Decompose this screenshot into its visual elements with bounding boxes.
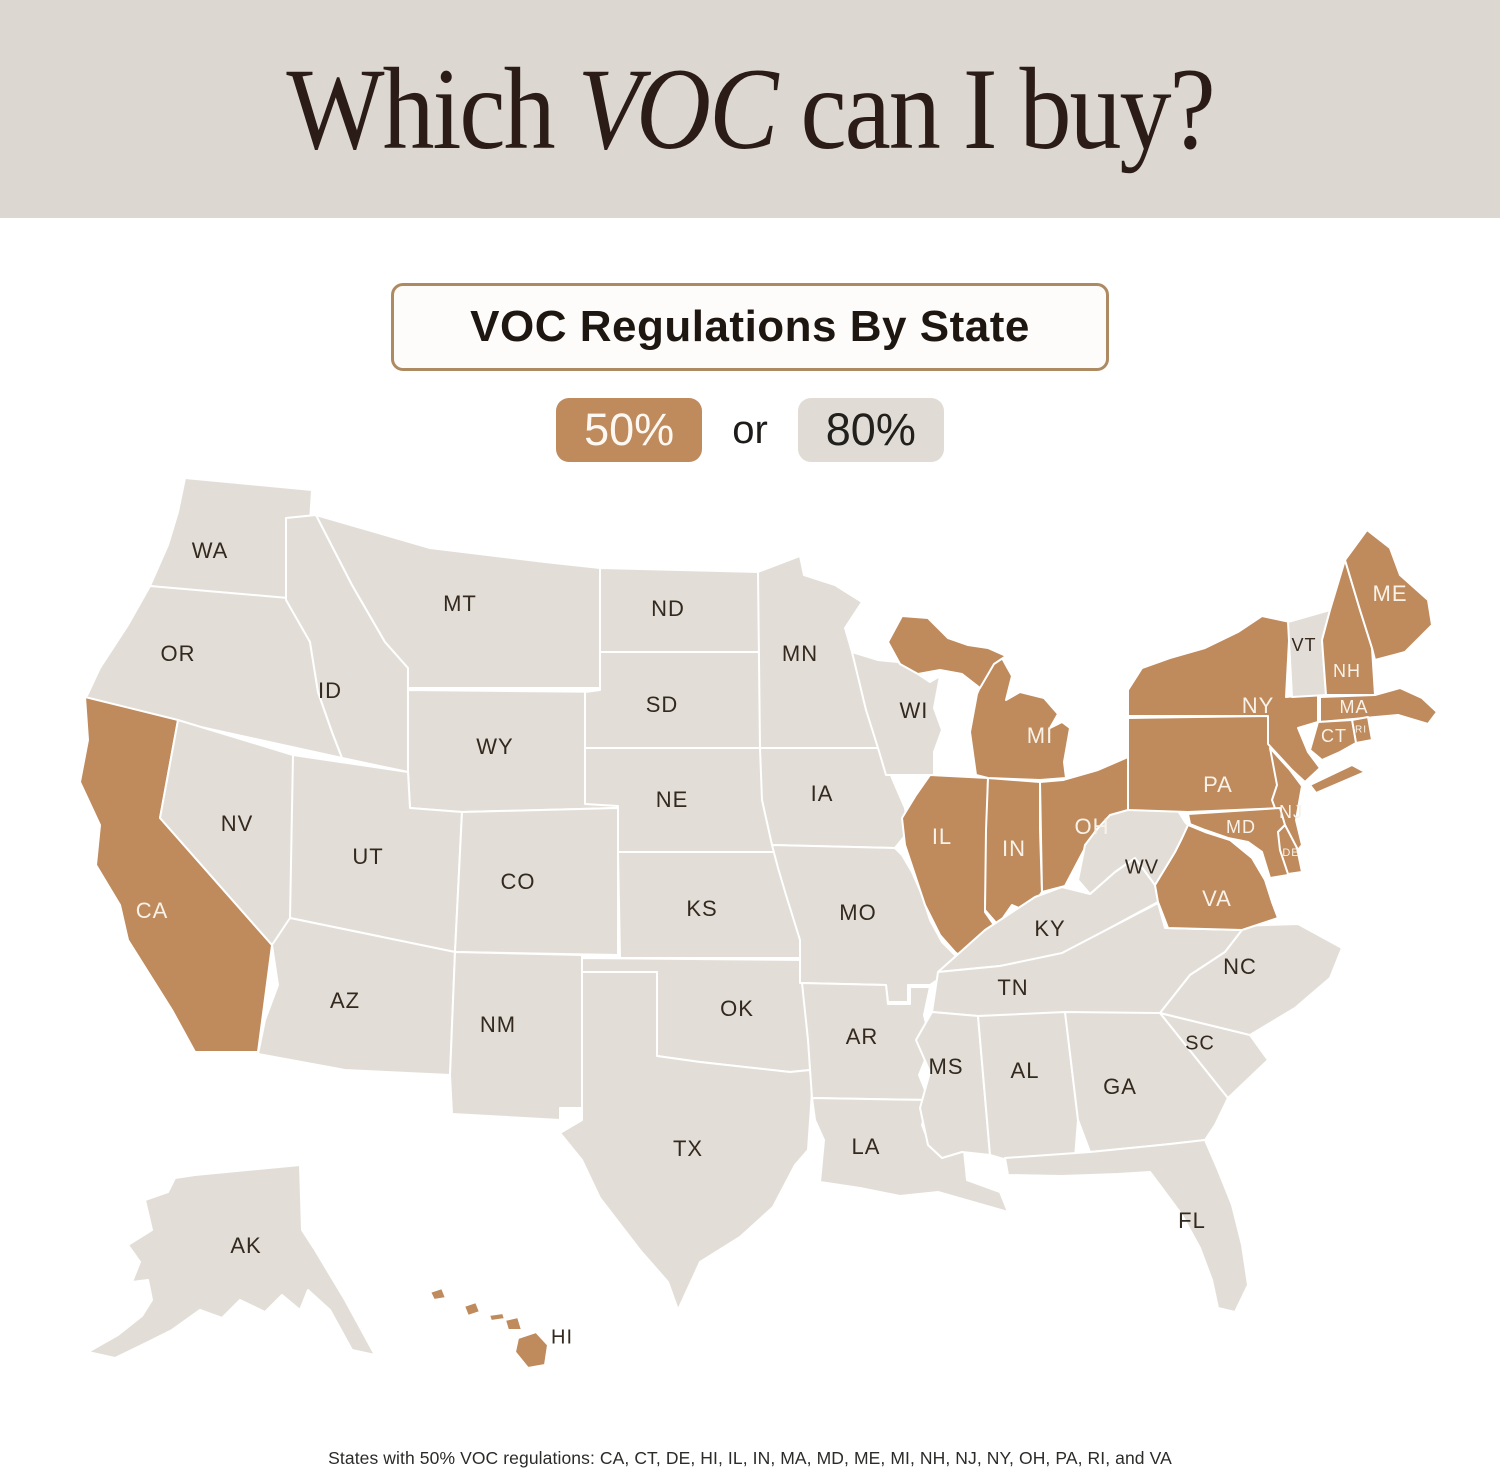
state-label-nv: NV: [221, 811, 254, 836]
map-title: VOC Regulations By State: [470, 302, 1030, 351]
state-fl: [1004, 1139, 1249, 1313]
state-label-ut: UT: [352, 844, 383, 869]
state-label-hi: HI: [551, 1326, 573, 1348]
title-part1: Which: [286, 44, 578, 174]
state-co: [454, 807, 619, 956]
state-pa: [1127, 715, 1289, 813]
state-hi: [514, 1331, 549, 1369]
state-label-az: AZ: [330, 988, 360, 1013]
state-label-nm: NM: [480, 1012, 516, 1037]
state-label-id: ID: [318, 678, 342, 703]
state-label-sd: SD: [646, 692, 679, 717]
state-label-ms: MS: [929, 1054, 964, 1079]
footer-note: States with 50% VOC regulations: CA, CT,…: [328, 1448, 1172, 1468]
state-label-mt: MT: [443, 591, 477, 616]
state-label-ar: AR: [846, 1024, 879, 1049]
state-label-vt: VT: [1291, 635, 1316, 655]
state-label-tx: TX: [673, 1136, 703, 1161]
state-label-wy: WY: [476, 734, 513, 759]
legend-chip-80: 80%: [797, 398, 944, 462]
state-de: [1277, 824, 1303, 875]
state-label-ga: GA: [1103, 1074, 1137, 1099]
state-label-ks: KS: [686, 896, 717, 921]
state-hi-part4: [504, 1316, 523, 1331]
state-label-ma: MA: [1340, 697, 1369, 717]
state-label-ky: KY: [1034, 916, 1065, 941]
header-band: Which VOC can I buy?: [0, 0, 1500, 218]
state-ak: [87, 1164, 376, 1359]
state-label-sc: SC: [1185, 1032, 1215, 1054]
state-al: [977, 1011, 1079, 1171]
title-part2: can I buy?: [776, 44, 1216, 174]
state-mi-part1: [887, 615, 1007, 689]
state-label-ri: RI: [1355, 725, 1367, 736]
state-label-pa: PA: [1203, 772, 1233, 797]
state-me: [1344, 529, 1433, 661]
state-mt: [315, 514, 601, 689]
state-label-mo: MO: [839, 900, 876, 925]
state-label-tn: TN: [997, 975, 1028, 1000]
map-title-box: VOC Regulations By State: [391, 283, 1109, 371]
state-il: [901, 774, 1000, 969]
state-label-ne: NE: [656, 787, 689, 812]
state-label-md: MD: [1226, 817, 1256, 837]
state-label-wv: WV: [1125, 856, 1159, 878]
state-label-ny: NY: [1242, 693, 1275, 718]
title-italic-voc: VOC: [577, 44, 779, 174]
state-label-oh: OH: [1075, 814, 1110, 839]
state-label-me: ME: [1373, 581, 1408, 606]
state-label-ct: CT: [1321, 726, 1347, 746]
state-label-ia: IA: [811, 781, 834, 806]
state-label-or: OR: [161, 641, 196, 666]
state-nc: [1159, 923, 1343, 1036]
state-label-nh: NH: [1333, 661, 1361, 681]
state-label-ak: AK: [230, 1233, 261, 1258]
state-label-nd: ND: [651, 596, 685, 621]
us-states-map: WA OR CA NV ID MT WY UT AZ CO NM ND SD NE KS OK TX MN IA MO…: [79, 477, 1438, 1369]
state-label-fl: FL: [1178, 1208, 1206, 1233]
state-label-mn: MN: [782, 641, 818, 666]
state-label-al: AL: [1011, 1058, 1040, 1083]
state-label-mi: MI: [1027, 723, 1053, 748]
state-label-wa: WA: [192, 538, 229, 563]
legend-chip-50: 50%: [556, 398, 703, 462]
state-label-in: IN: [1002, 836, 1026, 861]
state-label-ca: CA: [136, 898, 169, 923]
state-label-nj: NJ: [1279, 802, 1303, 822]
state-label-de: DE: [1282, 847, 1299, 859]
state-label-va: VA: [1202, 886, 1232, 911]
state-label-co: CO: [501, 869, 536, 894]
legend-or-text: or: [732, 407, 768, 452]
state-hi-part2: [463, 1301, 481, 1317]
page-title: Which VOC can I buy?: [286, 42, 1216, 175]
state-label-la: LA: [852, 1134, 881, 1159]
state-ny-part1: [1309, 764, 1366, 794]
state-hi-part3: [488, 1312, 506, 1322]
state-label-il: IL: [932, 824, 952, 849]
state-tx: [559, 971, 813, 1311]
legend: 50% or 80%: [0, 398, 1500, 462]
state-ct: [1309, 719, 1357, 761]
state-label-nc: NC: [1223, 954, 1257, 979]
state-label-ok: OK: [720, 996, 754, 1021]
state-mn: [757, 555, 883, 749]
state-hi-part1: [429, 1287, 447, 1301]
state-label-wi: WI: [900, 698, 929, 723]
